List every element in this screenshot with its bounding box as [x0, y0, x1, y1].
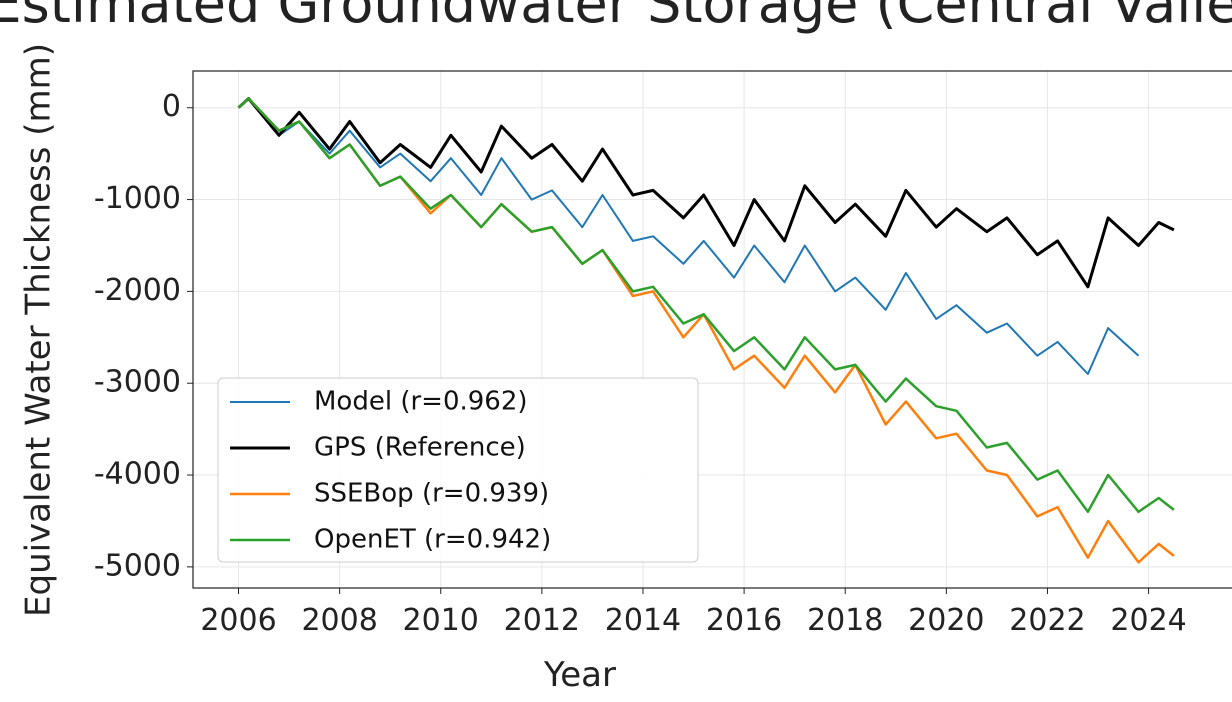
y-tick-label: -1000: [94, 181, 181, 216]
x-tick-label: 2012: [504, 603, 580, 638]
x-tick-label: 2020: [908, 603, 984, 638]
x-tick-label: 2010: [403, 603, 479, 638]
series-line: [237, 97, 1140, 375]
x-tick-label: 2018: [807, 603, 883, 638]
chart-title: Estimated Groundwater Storage (Central V…: [0, 0, 1232, 35]
series-line: [237, 97, 1175, 289]
x-tick-label: 2024: [1110, 603, 1186, 638]
x-tick-label: 2016: [706, 603, 782, 638]
legend-label: GPS (Reference): [314, 433, 526, 463]
plot-frame: [192, 70, 1232, 589]
plot-area: [237, 97, 1175, 564]
x-tick-label: 2008: [301, 603, 377, 638]
x-axis-label: Year: [543, 655, 616, 695]
y-tick-label: -5000: [94, 548, 181, 583]
legend-label: Model (r=0.962): [314, 387, 528, 417]
legend-label: SSEBop (r=0.939): [314, 479, 549, 509]
legend-box: [217, 377, 699, 563]
x-tick-label: 2022: [1009, 603, 1085, 638]
y-axis-label: Equivalent Water Thickness (mm): [19, 43, 59, 617]
series-line: [237, 97, 1175, 514]
y-tick-label: -4000: [94, 457, 181, 492]
x-tick-label: 2006: [200, 603, 276, 638]
legend-label: OpenET (r=0.942): [314, 525, 551, 555]
y-tick-label: 0: [162, 89, 181, 124]
y-tick-label: -3000: [94, 365, 181, 400]
y-tick-label: -2000: [94, 273, 181, 308]
x-tick-label: 2014: [605, 603, 681, 638]
